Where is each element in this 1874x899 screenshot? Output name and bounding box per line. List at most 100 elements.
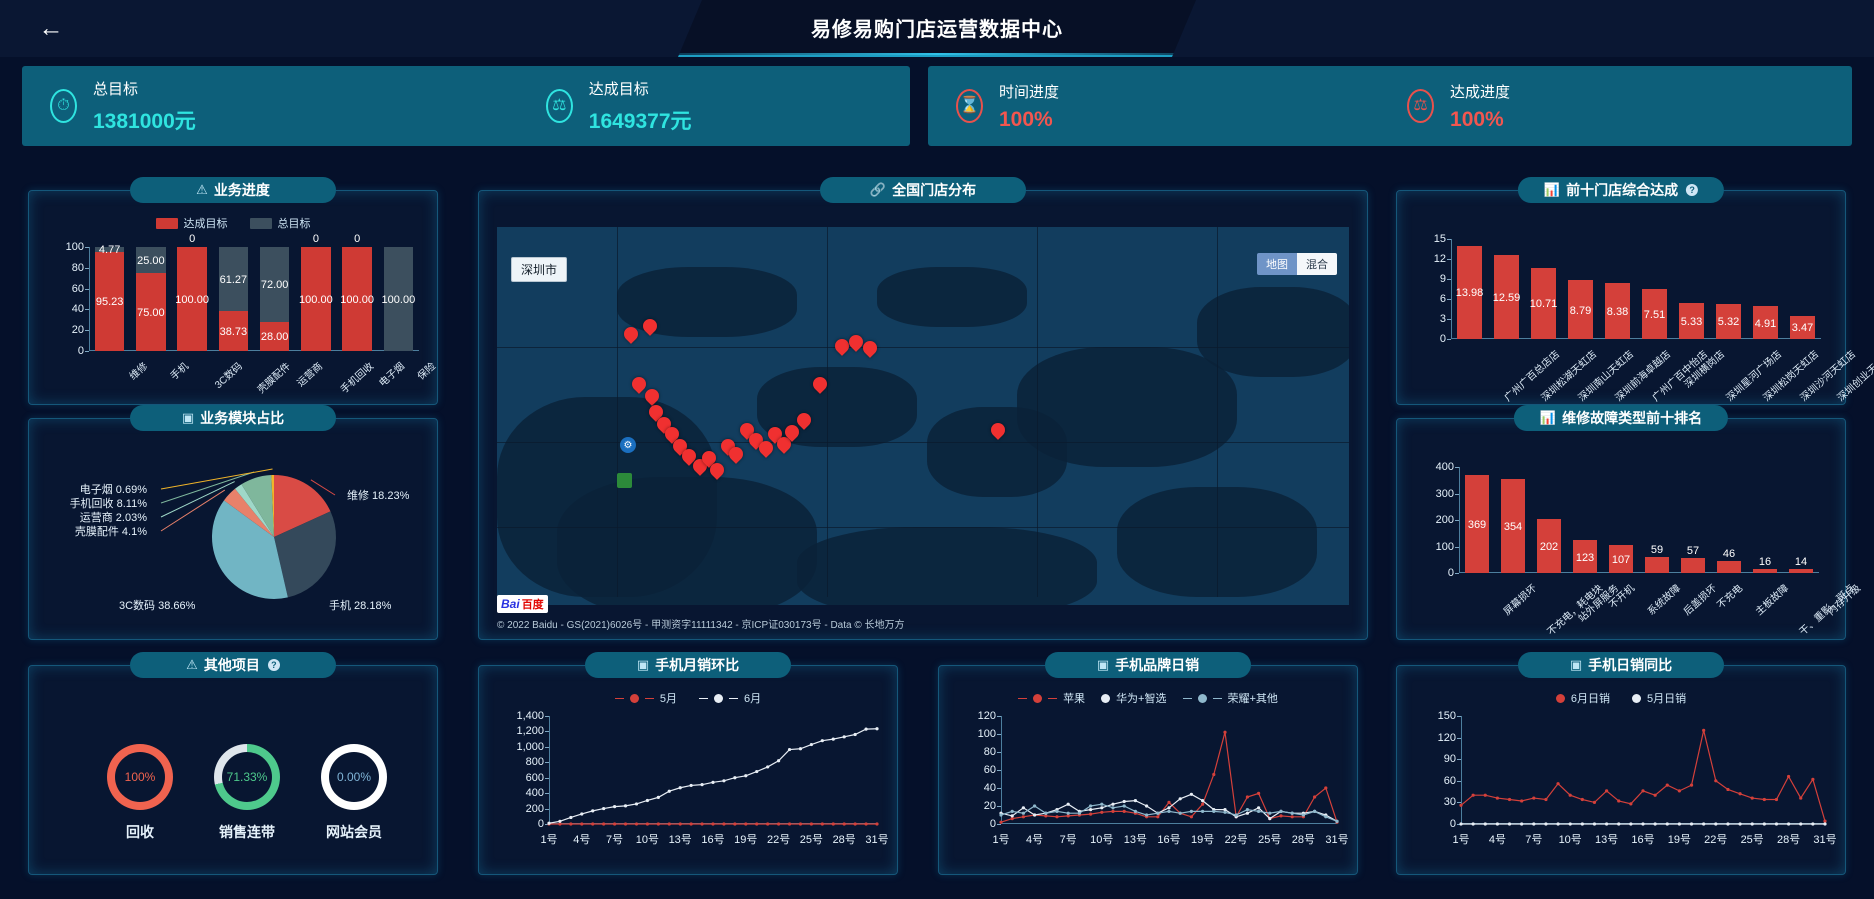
pie-slice[interactable]	[234, 484, 274, 537]
line-series[interactable]	[548, 728, 878, 824]
data-point[interactable]	[831, 737, 835, 741]
data-point[interactable]	[1762, 797, 1766, 802]
data-point[interactable]	[722, 779, 726, 783]
data-point[interactable]	[1290, 811, 1294, 815]
data-point[interactable]	[1483, 822, 1487, 826]
data-point[interactable]	[1629, 802, 1633, 806]
data-point[interactable]	[1111, 806, 1115, 810]
gauge-item[interactable]: 0.00% 网站会员	[321, 744, 387, 842]
map-store-pin[interactable]	[797, 413, 811, 427]
bar-segment-achieved[interactable]	[218, 310, 249, 351]
data-point[interactable]	[1689, 783, 1694, 787]
data-point[interactable]	[1279, 809, 1283, 813]
data-point[interactable]	[645, 798, 649, 803]
gauge-item[interactable]: 71.33% 销售连带	[214, 744, 280, 842]
pie-slice[interactable]	[224, 488, 274, 537]
data-point[interactable]	[864, 727, 868, 731]
data-point[interactable]	[1089, 812, 1093, 816]
data-point[interactable]	[1279, 814, 1283, 818]
bar[interactable]	[1493, 255, 1520, 339]
data-point[interactable]	[1257, 806, 1261, 810]
map-store-pin[interactable]	[813, 377, 827, 391]
back-arrow-icon[interactable]: ←	[38, 13, 64, 42]
data-point[interactable]	[1811, 777, 1815, 781]
data-point[interactable]	[853, 822, 857, 826]
data-point[interactable]	[766, 822, 770, 826]
bar-segment-achieved[interactable]	[342, 247, 372, 351]
data-point[interactable]	[1268, 811, 1272, 815]
data-point[interactable]	[755, 822, 759, 826]
data-point[interactable]	[1823, 822, 1827, 826]
data-point[interactable]	[1100, 810, 1104, 814]
data-point[interactable]	[689, 822, 693, 826]
data-point[interactable]	[820, 822, 824, 826]
data-point[interactable]	[623, 822, 628, 826]
data-point[interactable]	[1459, 803, 1463, 807]
map-store-pin[interactable]	[643, 319, 657, 333]
data-point[interactable]	[1066, 802, 1070, 806]
data-point[interactable]	[1145, 813, 1149, 817]
data-point[interactable]	[1223, 730, 1227, 734]
map-green-marker[interactable]	[617, 473, 632, 488]
data-point[interactable]	[1010, 809, 1014, 813]
data-point[interactable]	[1677, 789, 1681, 793]
data-point[interactable]	[1592, 822, 1597, 826]
data-point[interactable]	[1212, 809, 1216, 813]
data-point[interactable]	[1178, 797, 1182, 801]
data-point[interactable]	[613, 805, 617, 809]
bar[interactable]	[1536, 519, 1562, 573]
data-point[interactable]	[1641, 789, 1645, 793]
data-point[interactable]	[798, 822, 803, 826]
data-point[interactable]	[1189, 809, 1193, 813]
bar-segment-total[interactable]	[218, 247, 249, 311]
gauge-item[interactable]: 100% 回收	[107, 744, 173, 842]
data-point[interactable]	[1787, 774, 1791, 779]
data-point[interactable]	[1201, 799, 1205, 803]
data-point[interactable]	[744, 774, 748, 778]
data-point[interactable]	[733, 822, 737, 826]
data-point[interactable]	[1077, 811, 1081, 815]
data-point[interactable]	[1702, 822, 1706, 826]
data-point[interactable]	[1811, 822, 1815, 826]
data-point[interactable]	[569, 815, 573, 820]
legend-item[interactable]: 华为+智选	[1101, 690, 1167, 706]
data-point[interactable]	[1335, 819, 1339, 823]
data-point[interactable]	[1738, 792, 1742, 796]
data-point[interactable]	[1245, 795, 1249, 799]
data-point[interactable]	[1111, 809, 1115, 813]
data-point[interactable]	[1100, 802, 1104, 806]
data-point[interactable]	[853, 732, 857, 737]
data-point[interactable]	[1313, 809, 1317, 813]
data-point[interactable]	[1089, 808, 1093, 812]
help-icon[interactable]: ?	[1686, 184, 1699, 196]
data-point[interactable]	[1021, 806, 1025, 810]
map-store-pin[interactable]	[991, 423, 1005, 437]
data-point[interactable]	[700, 822, 704, 826]
bar-segment-achieved[interactable]	[259, 321, 290, 351]
data-point[interactable]	[1799, 822, 1803, 826]
data-point[interactable]	[1010, 814, 1014, 818]
data-point[interactable]	[1520, 799, 1524, 803]
data-point[interactable]	[1033, 804, 1037, 808]
data-point[interactable]	[787, 822, 792, 826]
data-point[interactable]	[1738, 822, 1742, 826]
bar[interactable]	[1604, 283, 1631, 339]
bar[interactable]	[1678, 303, 1705, 339]
bar[interactable]	[1572, 540, 1598, 573]
data-point[interactable]	[1762, 822, 1766, 826]
data-point[interactable]	[1100, 806, 1104, 810]
data-point[interactable]	[1689, 822, 1694, 826]
data-point[interactable]	[1774, 797, 1779, 802]
data-point[interactable]	[656, 822, 660, 826]
data-point[interactable]	[1580, 797, 1584, 802]
bar[interactable]	[1500, 479, 1526, 573]
data-point[interactable]	[1324, 786, 1328, 790]
data-point[interactable]	[1010, 817, 1014, 821]
data-point[interactable]	[1641, 822, 1645, 826]
bar-segment-achieved[interactable]	[136, 273, 166, 351]
bar-segment-total[interactable]	[259, 247, 290, 322]
data-point[interactable]	[1189, 792, 1193, 796]
data-point[interactable]	[1507, 797, 1512, 802]
bar-segment-achieved[interactable]	[177, 247, 207, 351]
map-store-pin[interactable]	[759, 441, 773, 455]
